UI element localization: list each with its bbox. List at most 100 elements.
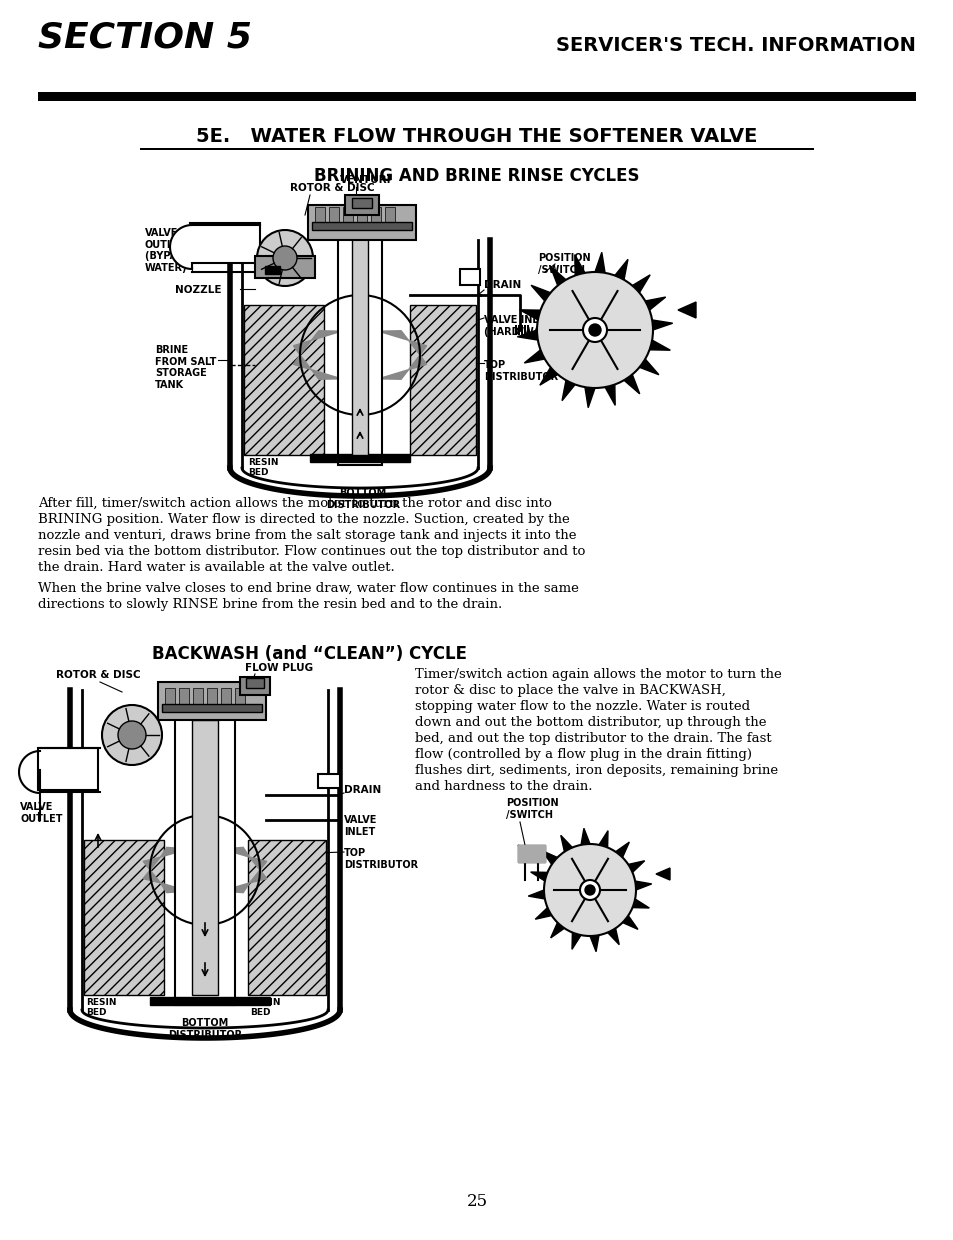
Bar bbox=[150, 997, 270, 1004]
Text: DRAIN: DRAIN bbox=[483, 280, 520, 290]
Polygon shape bbox=[622, 915, 638, 929]
Polygon shape bbox=[531, 285, 550, 301]
Circle shape bbox=[256, 229, 313, 286]
Polygon shape bbox=[656, 868, 669, 880]
Polygon shape bbox=[644, 298, 665, 310]
Text: resin bed via the bottom distributor. Flow continues out the top distributor and: resin bed via the bottom distributor. Fl… bbox=[38, 546, 585, 558]
Polygon shape bbox=[170, 224, 192, 269]
Text: rotor & disc to place the valve in BACKWASH,: rotor & disc to place the valve in BACKW… bbox=[415, 684, 725, 697]
Polygon shape bbox=[517, 844, 544, 862]
Polygon shape bbox=[222, 847, 250, 857]
Text: BOTTOM
DISTRIBUTOR: BOTTOM DISTRIBUTOR bbox=[168, 1018, 242, 1039]
Text: POSITION
/SWITCH: POSITION /SWITCH bbox=[505, 799, 558, 820]
Bar bbox=[244, 305, 324, 455]
Circle shape bbox=[102, 706, 162, 765]
Bar bbox=[352, 198, 372, 208]
Bar bbox=[207, 688, 216, 708]
Polygon shape bbox=[580, 828, 589, 844]
Text: directions to slowly RINSE brine from the resin bed and to the drain.: directions to slowly RINSE brine from th… bbox=[38, 598, 501, 611]
Text: DRAIN: DRAIN bbox=[344, 785, 381, 795]
Text: VALVE INLET
(HARD WATER): VALVE INLET (HARD WATER) bbox=[483, 315, 565, 336]
Text: RESIN
↑BED: RESIN ↑BED bbox=[412, 405, 442, 424]
Polygon shape bbox=[632, 899, 649, 908]
Text: FLOW PLUG: FLOW PLUG bbox=[245, 663, 313, 673]
Bar bbox=[312, 222, 412, 229]
Bar bbox=[38, 748, 98, 790]
Polygon shape bbox=[294, 355, 311, 370]
Text: RESIN
BED: RESIN BED bbox=[248, 458, 278, 477]
Bar bbox=[174, 715, 234, 1004]
Text: TOP
DISTRIBUTOR: TOP DISTRIBUTOR bbox=[344, 848, 417, 869]
Bar bbox=[192, 720, 218, 994]
Bar bbox=[190, 223, 260, 263]
Bar bbox=[254, 255, 314, 278]
Polygon shape bbox=[539, 367, 558, 386]
Text: TOP
DISTRIBUTOR: TOP DISTRIBUTOR bbox=[483, 360, 558, 382]
Text: BRINE
FROM SALT
STORAGE
TANK: BRINE FROM SALT STORAGE TANK bbox=[154, 345, 216, 389]
Circle shape bbox=[582, 317, 606, 342]
Polygon shape bbox=[519, 310, 540, 320]
Polygon shape bbox=[143, 870, 160, 883]
Circle shape bbox=[579, 880, 599, 900]
Text: bed, and out the top distributor to the drain. The fast: bed, and out the top distributor to the … bbox=[415, 732, 771, 745]
Text: RESIN
BED: RESIN BED bbox=[250, 998, 280, 1017]
Bar bbox=[526, 325, 529, 335]
Text: VALVE
OUTLET: VALVE OUTLET bbox=[20, 802, 63, 823]
Bar bbox=[240, 677, 270, 694]
Text: 25: 25 bbox=[466, 1193, 487, 1210]
Text: flow (controlled by a flow plug in the drain fitting): flow (controlled by a flow plug in the d… bbox=[415, 748, 751, 761]
Text: BRINING position. Water flow is directed to the nozzle. Suction, created by the: BRINING position. Water flow is directed… bbox=[38, 513, 569, 526]
Bar bbox=[38, 92, 915, 100]
Polygon shape bbox=[188, 890, 222, 898]
Text: nozzle and venturi, draws brine from the salt storage tank and injects it into t: nozzle and venturi, draws brine from the… bbox=[38, 529, 576, 542]
Text: NOZZLE: NOZZLE bbox=[175, 285, 222, 295]
Bar bbox=[221, 688, 231, 708]
Bar bbox=[517, 325, 519, 335]
Bar bbox=[371, 207, 380, 227]
Polygon shape bbox=[530, 872, 547, 882]
Circle shape bbox=[588, 324, 600, 336]
Text: flushes dirt, sediments, iron deposits, remaining brine: flushes dirt, sediments, iron deposits, … bbox=[415, 764, 778, 777]
Polygon shape bbox=[550, 923, 564, 937]
Polygon shape bbox=[524, 350, 544, 363]
Bar bbox=[314, 207, 325, 227]
Polygon shape bbox=[649, 340, 670, 350]
Bar bbox=[337, 236, 381, 465]
Text: BOTTOM
DISTRIBUTOR: BOTTOM DISTRIBUTOR bbox=[326, 489, 399, 510]
Polygon shape bbox=[222, 883, 250, 893]
Bar bbox=[343, 207, 353, 227]
Bar bbox=[165, 688, 174, 708]
Bar bbox=[515, 325, 517, 335]
Polygon shape bbox=[535, 908, 551, 919]
Circle shape bbox=[584, 885, 595, 895]
Polygon shape bbox=[623, 374, 639, 394]
Text: RESIN
BED: RESIN BED bbox=[86, 998, 116, 1017]
Text: POSITION
/SWITCH: POSITION /SWITCH bbox=[537, 253, 590, 274]
Polygon shape bbox=[341, 378, 378, 384]
Text: BRINING AND BRINE RINSE CYCLES: BRINING AND BRINE RINSE CYCLES bbox=[314, 167, 639, 185]
Text: stopping water flow to the nozzle. Water is routed: stopping water flow to the nozzle. Water… bbox=[415, 701, 749, 713]
Text: and hardness to the drain.: and hardness to the drain. bbox=[415, 780, 592, 794]
Polygon shape bbox=[628, 861, 644, 873]
Polygon shape bbox=[378, 370, 408, 379]
Text: SERVICER'S TECH. INFORMATION: SERVICER'S TECH. INFORMATION bbox=[556, 36, 915, 55]
Text: VALVE
INLET: VALVE INLET bbox=[344, 815, 377, 837]
Text: BACKWASH (and “CLEAN”) CYCLE: BACKWASH (and “CLEAN”) CYCLE bbox=[152, 645, 467, 663]
Polygon shape bbox=[528, 890, 544, 899]
Bar bbox=[38, 103, 915, 107]
Polygon shape bbox=[678, 303, 696, 317]
Polygon shape bbox=[311, 370, 341, 379]
Bar bbox=[352, 236, 368, 455]
Circle shape bbox=[543, 844, 636, 936]
Text: ROTOR & DISC: ROTOR & DISC bbox=[56, 670, 140, 680]
Polygon shape bbox=[250, 870, 267, 883]
Text: SECTION 5: SECTION 5 bbox=[38, 21, 252, 55]
Text: VALVE
OUTLET
(BYPASS HARD
WATER): VALVE OUTLET (BYPASS HARD WATER) bbox=[145, 228, 225, 273]
Polygon shape bbox=[408, 340, 426, 355]
Bar bbox=[158, 682, 266, 720]
Bar bbox=[193, 688, 203, 708]
Polygon shape bbox=[589, 935, 598, 952]
Text: VENTURI: VENTURI bbox=[339, 175, 391, 185]
Polygon shape bbox=[378, 331, 408, 340]
Polygon shape bbox=[598, 831, 607, 847]
